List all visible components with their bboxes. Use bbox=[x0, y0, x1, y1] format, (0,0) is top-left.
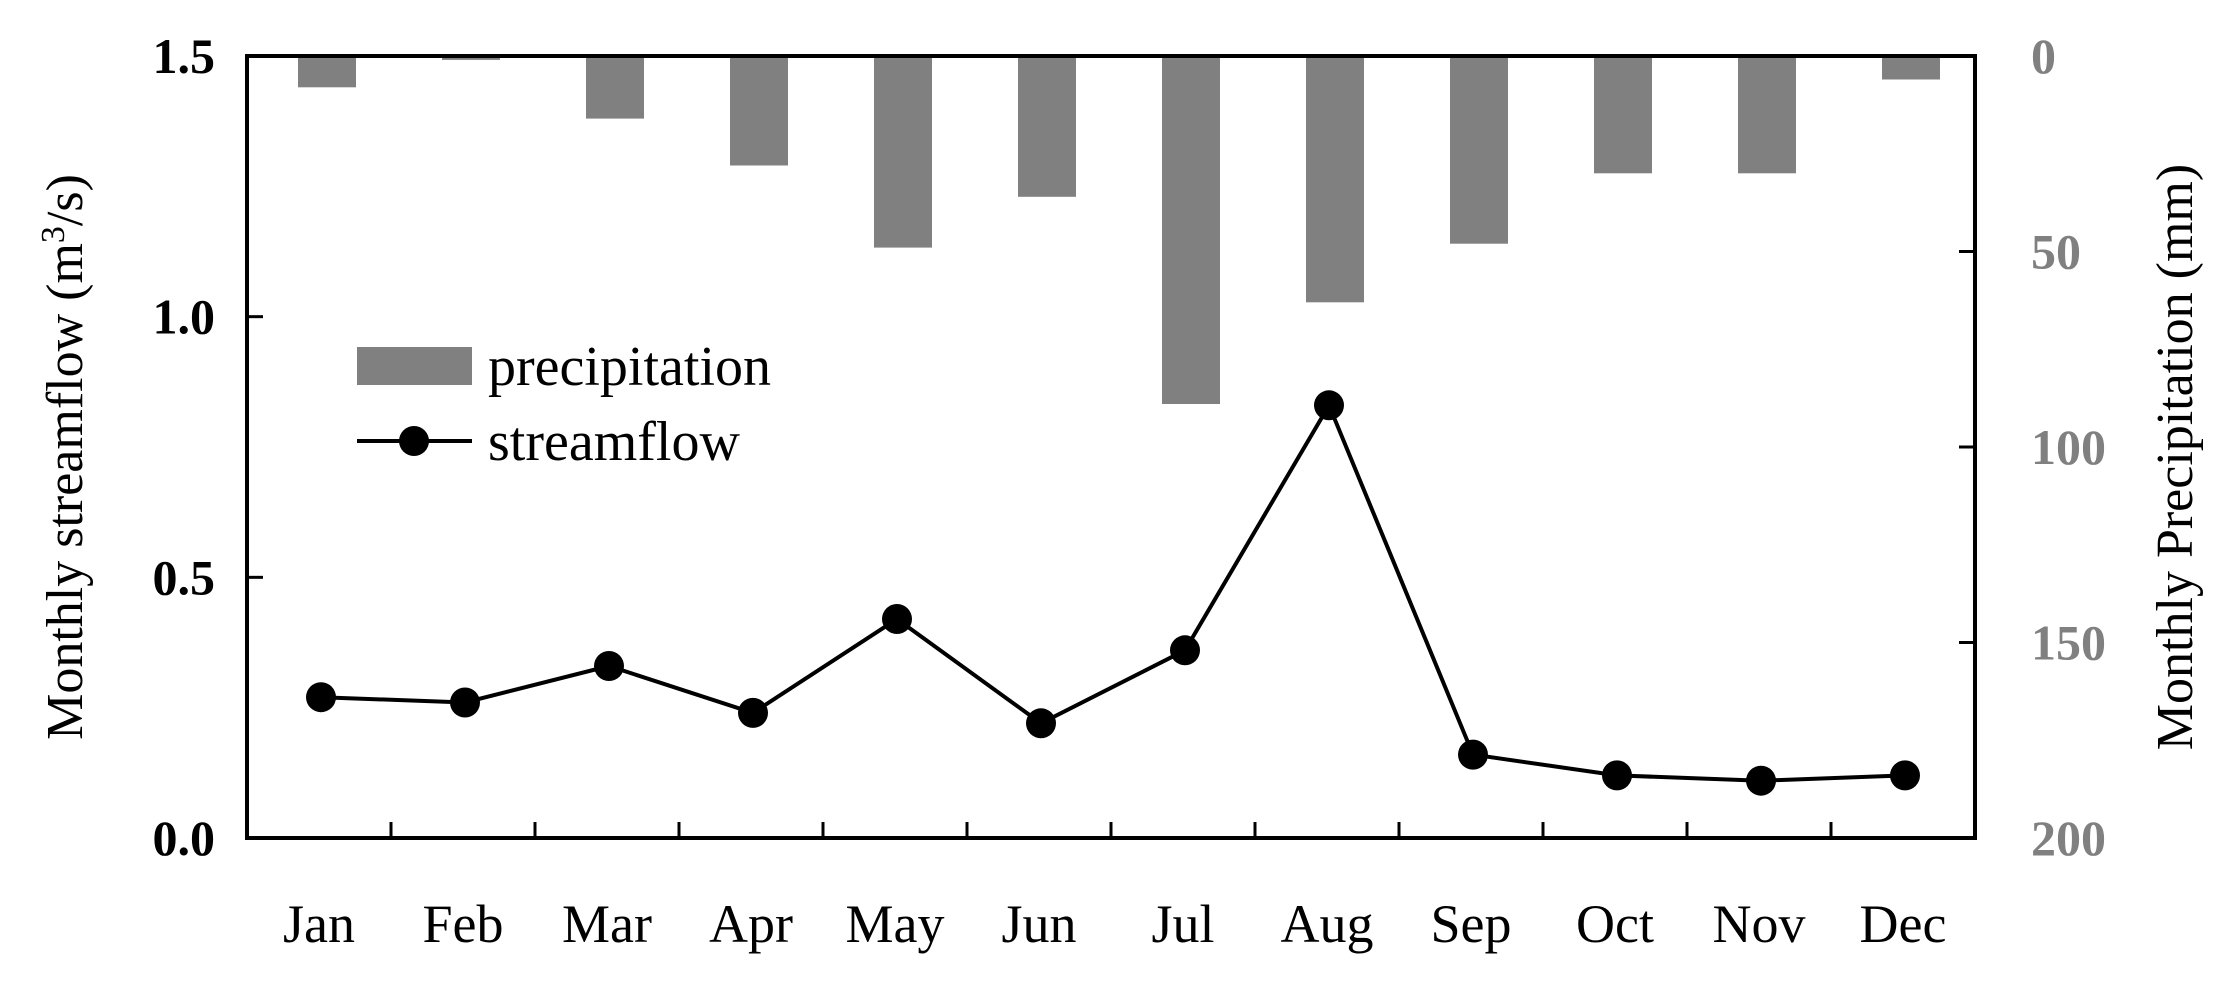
x-tick-label: Aug bbox=[1281, 894, 1374, 954]
precipitation-bar-apr bbox=[730, 56, 788, 166]
streamflow-point-may bbox=[882, 604, 912, 634]
streamflow-point-jul bbox=[1170, 635, 1200, 666]
streamflow-point-jan bbox=[306, 682, 336, 713]
x-tick-label: May bbox=[846, 894, 945, 954]
legend-swatch-precipitation bbox=[357, 347, 472, 385]
x-tick-label: Sep bbox=[1431, 894, 1512, 954]
streamflow-point-apr bbox=[738, 697, 768, 728]
left-tick-label: 1.0 bbox=[153, 289, 216, 345]
precipitation-bars bbox=[298, 56, 1940, 404]
right-tick-label: 150 bbox=[2031, 615, 2106, 671]
precipitation-bar-nov bbox=[1738, 56, 1796, 174]
streamflow-point-dec bbox=[1890, 760, 1920, 791]
streamflow-point-jun bbox=[1026, 708, 1056, 739]
streamflow-point-aug bbox=[1314, 390, 1344, 421]
right-tick-label: 50 bbox=[2031, 224, 2081, 280]
precipitation-bar-may bbox=[874, 56, 932, 248]
x-tick-label: Apr bbox=[709, 894, 793, 954]
x-tick-label: Mar bbox=[562, 894, 652, 954]
precipitation-bar-dec bbox=[1882, 56, 1940, 80]
precipitation-bar-oct bbox=[1594, 56, 1652, 174]
right-axis-title: Monthly Precipitation (mm) bbox=[2147, 164, 2204, 750]
left-tick-label: 0.0 bbox=[153, 810, 216, 866]
axes: Jan Feb Mar Apr May Jun Jul Aug Sep Oct Nov Dec 0.0 0… bbox=[35, 28, 2204, 954]
streamflow-point-mar bbox=[594, 651, 624, 681]
x-tick-label: Nov bbox=[1713, 894, 1806, 954]
x-tick-label: Jun bbox=[1001, 894, 1076, 954]
right-tick-label: 0 bbox=[2031, 28, 2056, 84]
legend: precipitation streamflow bbox=[357, 336, 771, 473]
streamflow-point-feb bbox=[450, 687, 480, 718]
streamflow-line bbox=[306, 390, 1920, 796]
x-tick-label: Dec bbox=[1860, 894, 1947, 954]
left-tick-label: 1.5 bbox=[153, 28, 216, 84]
streamflow-polyline bbox=[320, 400, 1906, 783]
precipitation-bar-jun bbox=[1018, 56, 1076, 197]
streamflow-point-nov bbox=[1746, 765, 1776, 796]
precipitation-bar-jan bbox=[298, 56, 356, 88]
right-tick-label: 200 bbox=[2031, 810, 2106, 866]
streamflow-point-oct bbox=[1602, 760, 1632, 791]
legend-swatch-streamflow-marker bbox=[399, 426, 429, 456]
left-tick-label: 0.5 bbox=[153, 549, 216, 605]
precipitation-bar-jul bbox=[1162, 56, 1220, 404]
right-tick-label: 100 bbox=[2031, 419, 2106, 475]
x-tick-label: Feb bbox=[423, 894, 504, 954]
streamflow-point-sep bbox=[1458, 739, 1488, 770]
x-tick-label: Oct bbox=[1576, 894, 1654, 954]
precipitation-bar-aug bbox=[1306, 56, 1364, 303]
legend-label-streamflow: streamflow bbox=[488, 411, 740, 473]
left-axis-title: Monthly streamflow (m3/s) bbox=[35, 174, 94, 740]
precipitation-bar-sep bbox=[1450, 56, 1508, 244]
x-tick-label: Jan bbox=[283, 894, 355, 954]
legend-label-precipitation: precipitation bbox=[488, 336, 771, 398]
x-tick-label: Jul bbox=[1151, 894, 1214, 954]
precipitation-bar-mar bbox=[586, 56, 644, 119]
